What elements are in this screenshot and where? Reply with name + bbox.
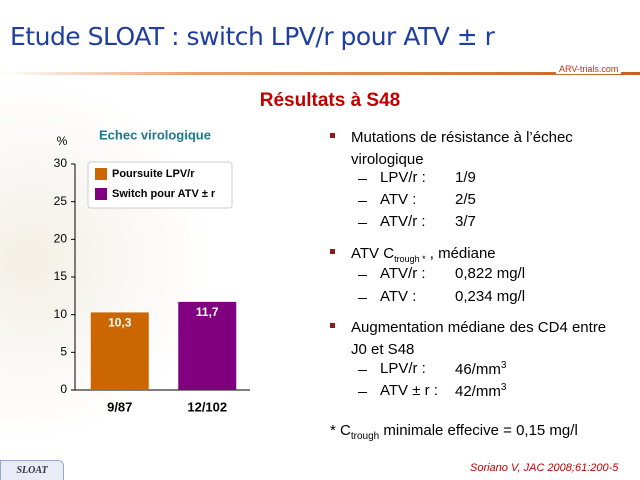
value-part: 3/7 <box>455 213 476 230</box>
legend-box <box>87 161 233 209</box>
item-value: 1/9 <box>455 169 476 186</box>
text-part: * C <box>330 422 351 439</box>
y-tick-label: 25 <box>54 194 68 208</box>
item-label: ATV/r : <box>380 213 426 230</box>
y-tick-label: 0 <box>60 382 67 396</box>
bullet-marker <box>330 133 335 138</box>
bullet-text: Mutations de résistance à l’échec virolo… <box>351 127 611 171</box>
subscript: trough <box>350 431 380 442</box>
superscript: 3 <box>500 382 507 393</box>
item-label: ATV/r : <box>380 265 426 282</box>
item-value: 0,822 mg/l <box>455 265 525 282</box>
superscript: 3 <box>500 360 507 371</box>
item-value: 0,234 mg/l <box>455 288 525 305</box>
y-tick-label: 15 <box>54 269 68 283</box>
text-part: , médiane <box>425 245 496 262</box>
item-label: ATV ± r : <box>380 382 438 399</box>
y-axis-label: % <box>57 134 68 148</box>
value-part: 0,822 mg/l <box>455 265 526 282</box>
chart-title: Echec virologique <box>99 127 211 142</box>
bar <box>90 312 149 390</box>
dash <box>358 179 367 180</box>
logo: ARV-trials.com <box>556 64 622 74</box>
value-part: 42/mm <box>455 383 501 400</box>
value-part: 46/mm <box>455 361 501 378</box>
chart: Echec virologique % 0 5 10 15 20 25 30 10,3 9/87… <box>54 127 250 414</box>
bullet-marker <box>330 323 335 328</box>
legend-label: Switch pour ATV ± r <box>112 188 216 200</box>
dash <box>358 275 367 276</box>
text-part: ATV C <box>351 245 395 262</box>
footnote: * Ctrough minimale effecive = 0,15 mg/l <box>330 422 578 442</box>
item-label: LPV/r : <box>380 169 426 186</box>
title-rule <box>0 72 640 75</box>
dash <box>358 392 367 393</box>
x-tick-label: 12/102 <box>187 399 227 414</box>
legend-swatch <box>95 188 107 200</box>
citation: Soriano V, JAC 2008;61:200-5 <box>470 462 619 474</box>
item-value: 3/7 <box>455 213 476 230</box>
text-part: Mutations de résistance à l’échec virolo… <box>351 129 573 168</box>
item-label: LPV/r : <box>380 360 426 377</box>
item-value: 2/5 <box>455 191 476 208</box>
x-tick-label: 9/87 <box>107 399 132 414</box>
value-part: 2/5 <box>455 191 476 208</box>
value-label: 11,7 <box>196 305 219 319</box>
bullet-marker <box>330 249 335 254</box>
bullet-text: Augmentation médiane des CD4 entre J0 et… <box>351 317 611 361</box>
y-tick-label: 10 <box>54 307 68 321</box>
item-value: 46/mm3 <box>455 360 506 378</box>
text-part: Augmentation médiane des CD4 entre J0 et… <box>351 319 607 358</box>
footer-label: SLOAT <box>0 460 64 480</box>
item-label: ATV : <box>380 288 417 305</box>
dash <box>358 201 367 202</box>
y-tick-label: 30 <box>54 156 68 170</box>
subtitle: Résultats à S48 <box>259 90 401 111</box>
bullet-text: ATV Ctrough * , médiane <box>351 243 611 270</box>
item-value: 42/mm3 <box>455 382 506 400</box>
subscript: trough * <box>394 254 426 264</box>
bar <box>178 301 237 390</box>
dash <box>358 223 367 224</box>
value-part: 0,234 mg/l <box>455 288 526 305</box>
value-label: 10,3 <box>108 316 132 330</box>
slide-title: Etude SLOAT : switch LPV/r pour ATV ± r <box>10 22 495 51</box>
legend-swatch <box>95 168 107 180</box>
text-part: minimale effecive = 0,15 mg/l <box>379 422 578 439</box>
y-tick-label: 20 <box>54 232 68 246</box>
dash <box>358 298 367 299</box>
item-label: ATV : <box>380 191 417 208</box>
y-tick-label: 5 <box>60 345 67 359</box>
value-part: 1/9 <box>455 169 476 186</box>
dash <box>358 370 367 371</box>
legend-label: Poursuite LPV/r <box>112 168 195 180</box>
